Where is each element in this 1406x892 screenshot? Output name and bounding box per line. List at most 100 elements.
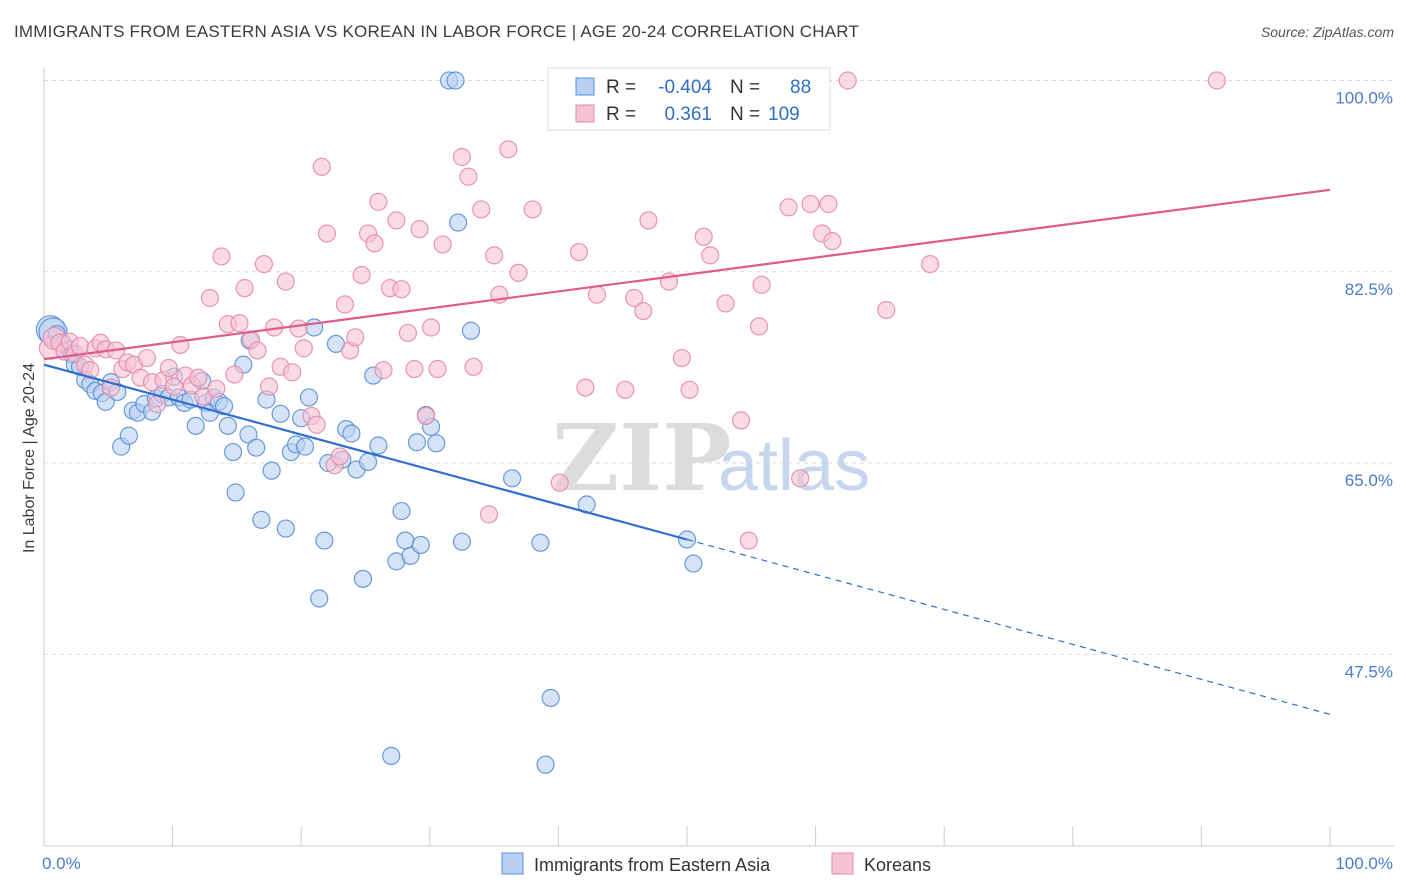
point-eastern-asia: [218, 416, 237, 435]
point-eastern-asia: [310, 589, 329, 608]
point-eastern-asia: [407, 433, 427, 452]
point-korean: [576, 378, 595, 397]
legend-swatch-eastern-asia: [501, 852, 524, 875]
y-tick-label: 65.0%: [1345, 471, 1393, 490]
point-korean: [317, 224, 337, 243]
stats-n-label-blue: N =: [730, 77, 760, 98]
point-korean: [479, 505, 499, 524]
stats-swatch-pink: [575, 104, 595, 123]
point-korean: [499, 140, 518, 159]
point-korean: [365, 234, 384, 253]
point-korean: [749, 317, 769, 336]
legend-label-koreans: Koreans: [864, 855, 931, 875]
point-korean: [550, 473, 569, 492]
point-eastern-asia: [271, 404, 290, 423]
point-eastern-asia: [452, 532, 472, 551]
watermark-zip: ZIP: [552, 404, 731, 512]
watermark: ZIP atlas: [552, 404, 870, 512]
x-tick-label-min: 0.0%: [42, 854, 81, 873]
chart-title: IMMIGRANTS FROM EASTERN ASIA VS KOREAN I…: [14, 22, 860, 41]
point-korean: [452, 147, 472, 167]
point-korean: [694, 227, 713, 246]
point-korean: [464, 357, 483, 376]
point-eastern-asia: [295, 437, 315, 456]
trend-layer: [43, 188, 1331, 715]
axes: [43, 68, 1394, 847]
point-korean: [335, 295, 355, 314]
point-korean: [312, 157, 331, 176]
point-korean: [616, 380, 635, 399]
point-eastern-asia: [358, 452, 378, 472]
point-korean: [587, 285, 607, 304]
point-korean: [639, 211, 658, 230]
point-korean: [207, 379, 226, 398]
point-korean: [459, 167, 478, 186]
point-eastern-asia: [461, 321, 481, 340]
stats-r-value-pink: 0.361: [664, 104, 712, 125]
point-korean: [569, 242, 589, 262]
point-korean: [472, 200, 491, 219]
point-korean: [823, 232, 842, 251]
point-korean: [634, 301, 653, 321]
point-korean: [259, 377, 279, 396]
point-eastern-asia: [186, 416, 205, 435]
point-korean: [374, 361, 393, 380]
point-korean: [235, 279, 254, 298]
stats-n-value-blue: 88: [790, 77, 811, 98]
point-korean: [248, 341, 267, 360]
point-korean: [801, 194, 820, 214]
point-eastern-asia: [262, 461, 281, 480]
point-korean: [189, 368, 208, 387]
point-eastern-asia: [531, 533, 550, 552]
point-eastern-asia: [252, 510, 271, 529]
point-eastern-asia: [276, 519, 295, 538]
point-korean: [779, 198, 798, 217]
stats-legend: R = -0.404 N = 88 R = 0.361 N = 109: [547, 67, 831, 131]
point-eastern-asia: [427, 434, 446, 453]
point-korean: [838, 71, 857, 90]
point-korean: [877, 300, 896, 320]
point-korean: [276, 272, 295, 291]
point-korean: [672, 348, 691, 368]
point-korean: [137, 348, 156, 368]
point-korean: [398, 323, 418, 343]
point-eastern-asia: [448, 213, 468, 232]
point-eastern-asia: [392, 501, 411, 521]
point-korean: [70, 336, 90, 356]
trend-line-koreans: [43, 188, 1331, 361]
point-eastern-asia: [226, 483, 245, 502]
stats-swatch-blue: [575, 77, 595, 96]
point-korean: [625, 288, 644, 308]
y-tick-label: 100.0%: [1335, 89, 1393, 108]
point-korean: [421, 318, 441, 337]
stats-r-value-blue: -0.404: [658, 77, 712, 98]
point-korean: [752, 275, 771, 294]
point-korean: [307, 415, 326, 434]
point-eastern-asia: [315, 531, 334, 550]
point-korean: [392, 280, 411, 299]
point-korean: [225, 365, 244, 384]
points-layer: [35, 71, 1226, 774]
stats-r-label-blue: R =: [606, 77, 636, 98]
point-korean: [254, 255, 274, 274]
point-korean: [523, 200, 542, 219]
trend-line-eastern-asia-extension: [686, 538, 1331, 715]
y-axis-label: In Labor Force | Age 20-24: [21, 363, 38, 553]
point-korean: [920, 255, 940, 274]
point-eastern-asia: [446, 71, 465, 90]
point-eastern-asia: [353, 569, 373, 588]
point-korean: [410, 220, 429, 239]
y-tick-labels: 100.0% 82.5% 65.0% 47.5%: [1335, 89, 1393, 682]
point-eastern-asia: [541, 688, 560, 708]
point-eastern-asia: [396, 531, 415, 550]
point-korean: [330, 447, 349, 466]
point-korean: [387, 211, 406, 230]
x-ticks: [43, 826, 1331, 846]
y-tick-label: 82.5%: [1345, 280, 1393, 299]
legend-swatch-koreans: [831, 852, 854, 875]
point-korean: [212, 247, 231, 266]
point-eastern-asia: [536, 755, 555, 774]
point-eastern-asia: [342, 424, 361, 443]
point-eastern-asia: [411, 535, 430, 555]
